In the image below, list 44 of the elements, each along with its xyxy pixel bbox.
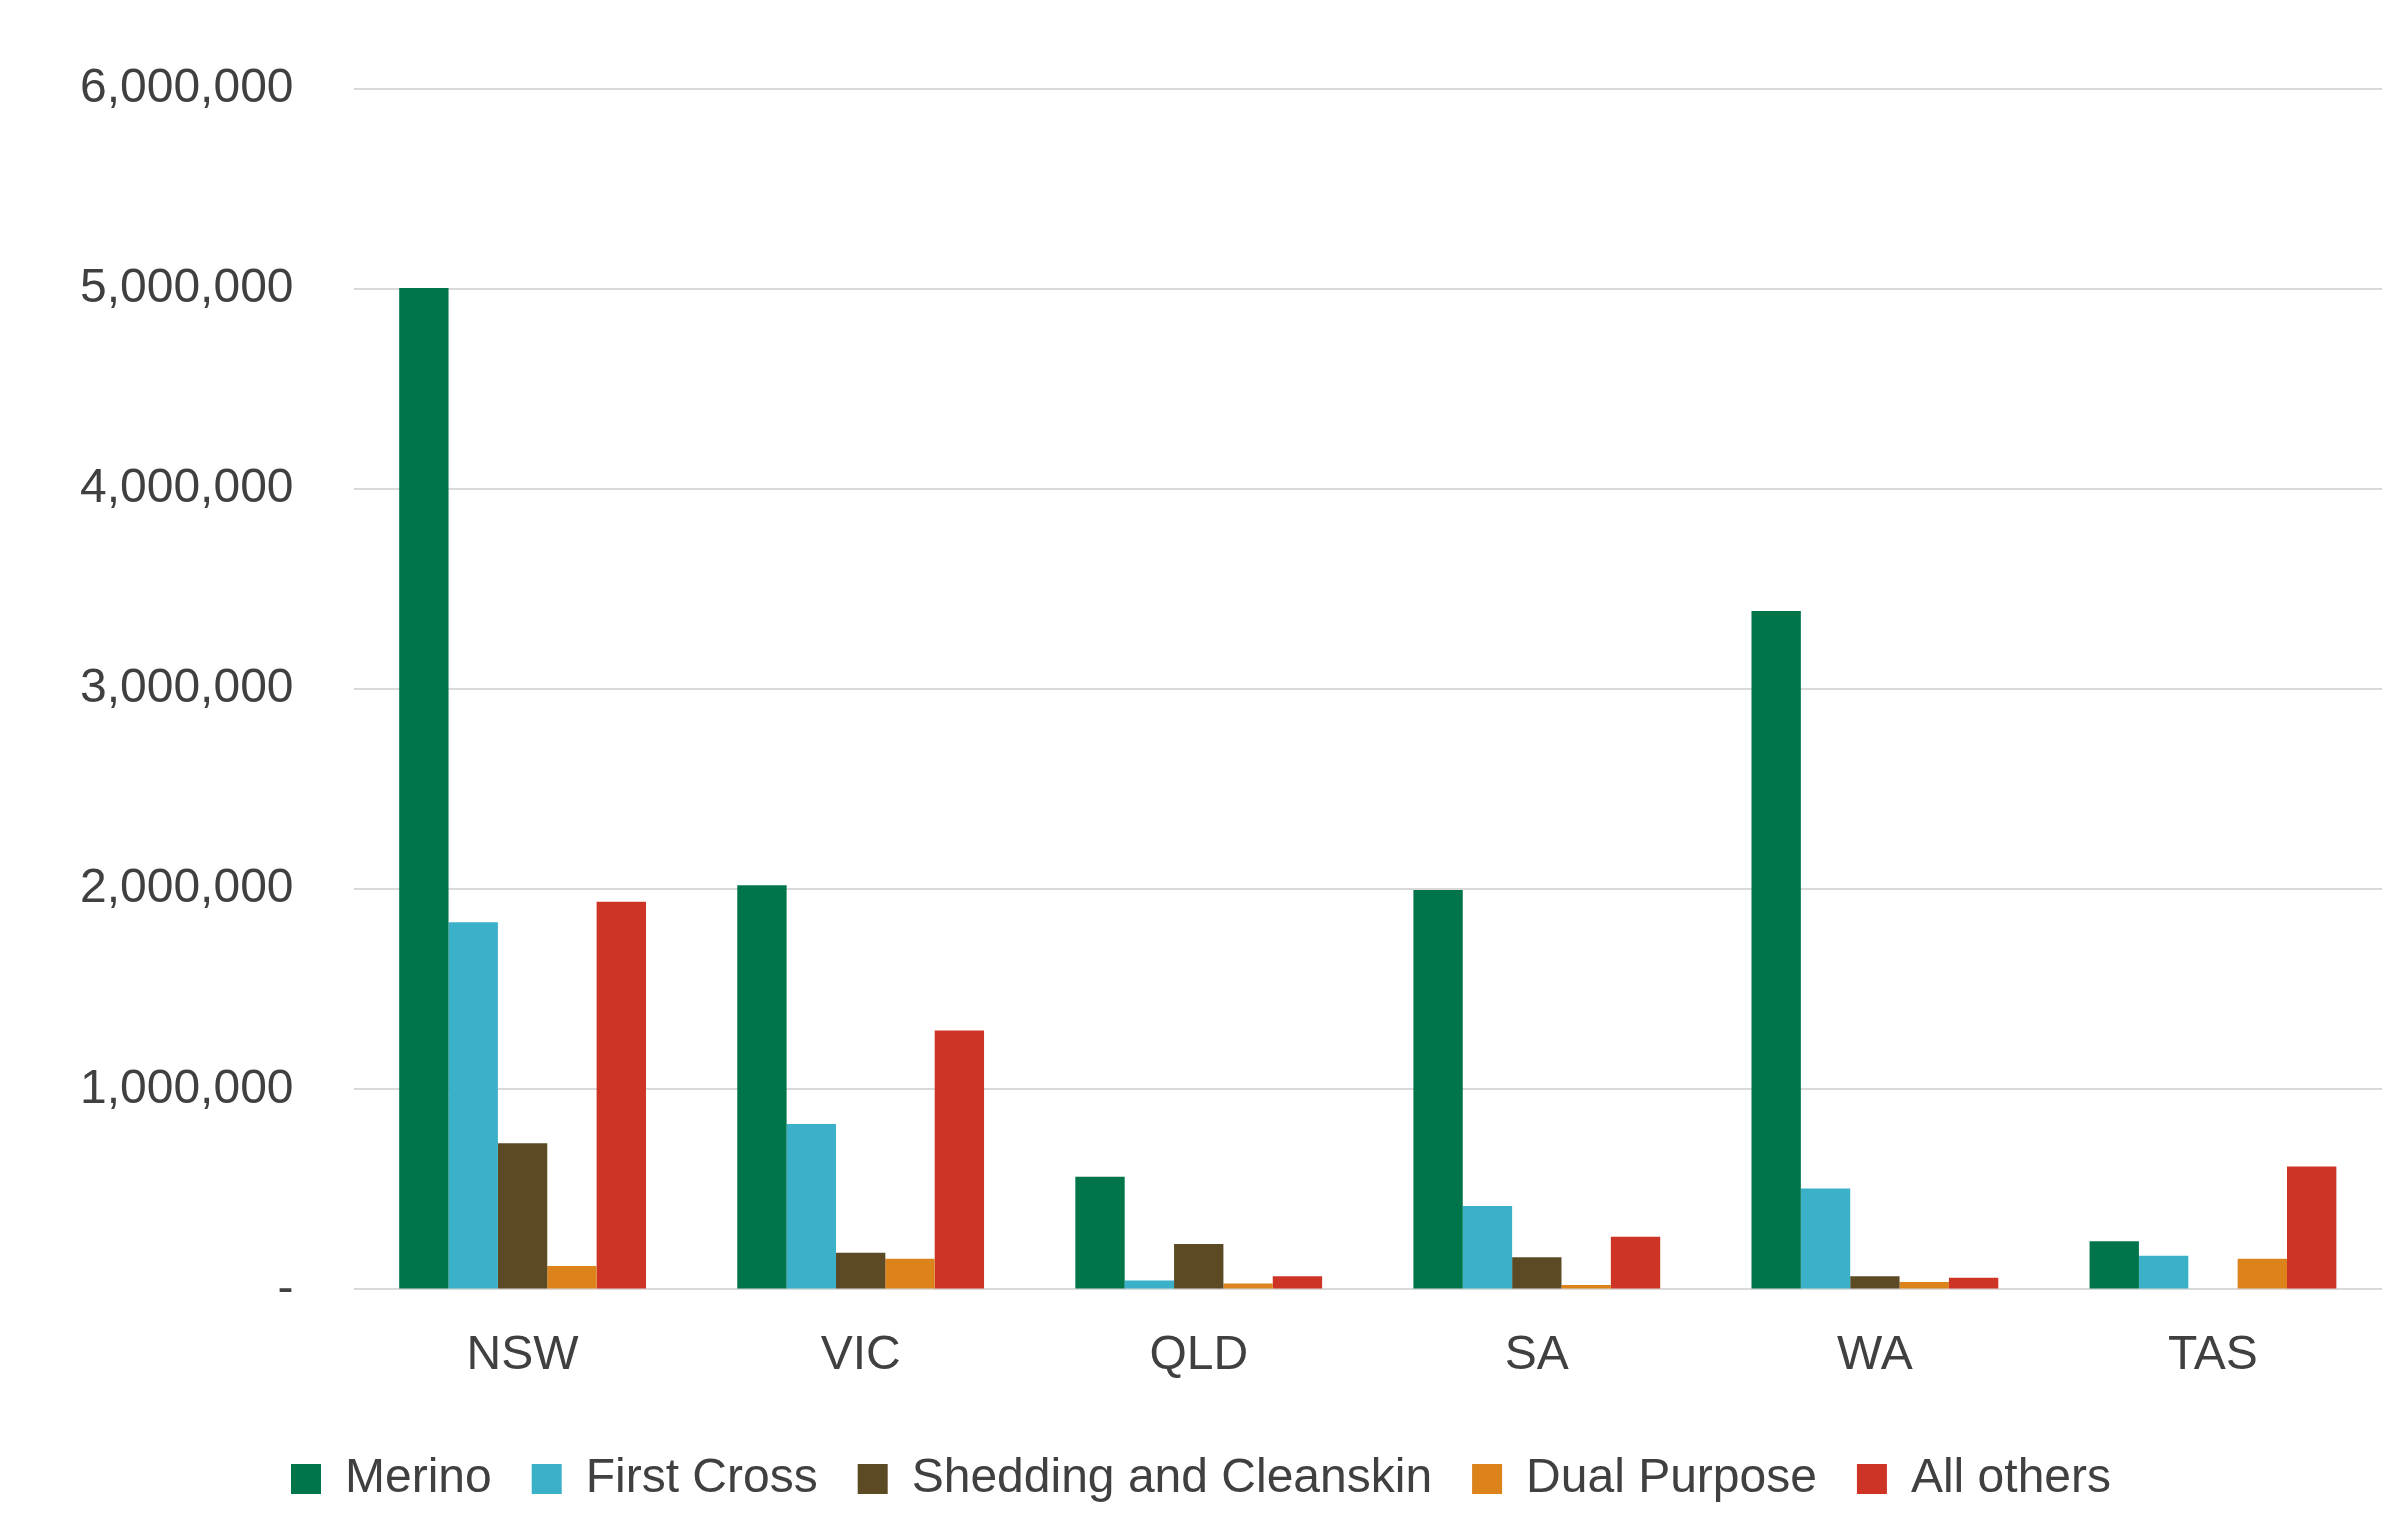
bar (1899, 1282, 1949, 1289)
bar (1462, 1205, 1513, 1289)
y-tick-label: 5,000,000 (79, 259, 294, 313)
bar (1948, 1277, 1999, 1289)
bar (2237, 1258, 2287, 1289)
bar (2287, 1166, 2337, 1289)
bar (1413, 890, 1463, 1289)
y-tick-label: 2,000,000 (79, 859, 294, 913)
bar (497, 1143, 548, 1289)
bar (737, 885, 787, 1289)
bar (448, 922, 498, 1289)
bar (1800, 1188, 1851, 1289)
bar (786, 1124, 836, 1289)
y-tick-label: - (277, 1259, 294, 1313)
bar (1512, 1257, 1562, 1289)
x-tick-label: VIC (820, 1326, 901, 1380)
legend-label: Dual Purpose (1526, 1449, 1817, 1503)
y-tick-label: 1,000,000 (79, 1059, 294, 1113)
bar (1610, 1236, 1661, 1289)
bar (547, 1265, 597, 1289)
legend-label: All others (1910, 1449, 2112, 1503)
x-tick-label: TAS (2168, 1326, 2258, 1380)
bar (1174, 1243, 1224, 1289)
bar (399, 287, 449, 1289)
bar (596, 901, 646, 1289)
bar (2089, 1241, 2139, 1289)
y-tick-label: 6,000,000 (79, 59, 294, 113)
bar (835, 1252, 886, 1289)
bar (885, 1258, 935, 1289)
legend-label: First Cross (585, 1449, 818, 1503)
x-tick-label: QLD (1149, 1326, 1249, 1380)
y-tick-label: 4,000,000 (79, 459, 294, 513)
bar (1751, 611, 1801, 1289)
x-tick-label: NSW (466, 1326, 580, 1380)
bar (1850, 1276, 1900, 1289)
bar (2138, 1255, 2189, 1289)
bar (1075, 1176, 1125, 1289)
bar (934, 1030, 985, 1289)
legend-label: Merino (345, 1449, 492, 1503)
y-tick-label: 3,000,000 (79, 659, 294, 713)
bar (1272, 1276, 1323, 1289)
x-tick-label: SA (1504, 1326, 1569, 1380)
legend-label: Shedding and Cleanskin (911, 1449, 1433, 1503)
x-tick-label: WA (1837, 1326, 1913, 1380)
